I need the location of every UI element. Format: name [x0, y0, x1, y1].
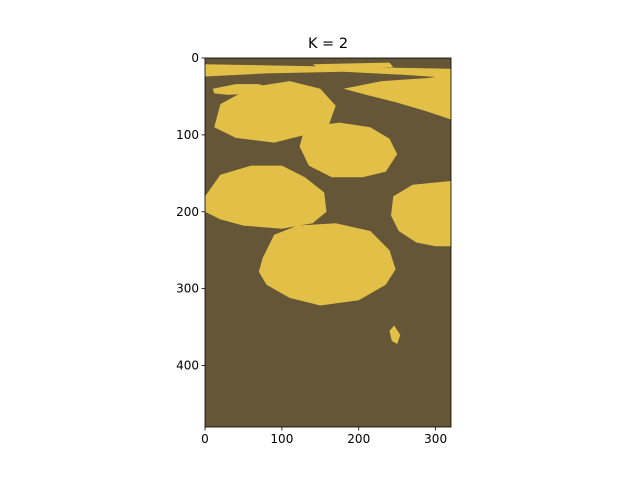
chart-title: K = 2: [308, 36, 348, 52]
cluster-region-3: [343, 74, 451, 120]
cluster-region-0: [205, 64, 451, 78]
x-tick-label: 300: [424, 432, 447, 446]
x-tick-label: 100: [270, 432, 293, 446]
x-tick-label: 0: [201, 432, 209, 446]
cluster-region-6: [205, 165, 327, 229]
cluster-region-8: [258, 223, 396, 306]
cluster-region-7: [391, 181, 451, 247]
cluster-region-5: [299, 122, 398, 178]
y-tick-label: 400: [176, 359, 199, 373]
cluster-region-1: [312, 62, 394, 69]
y-tick-label: 200: [176, 205, 199, 219]
y-tick-label: 100: [176, 128, 199, 142]
y-tick-label: 0: [191, 51, 199, 65]
cluster-image: [205, 58, 451, 427]
x-tick-label: 200: [347, 432, 370, 446]
cluster-region-9: [389, 325, 401, 344]
axes-frame: [204, 57, 452, 428]
plot-axes: 0 100 200 300 0 100 200 300 400: [176, 51, 452, 446]
y-tick-label: 300: [176, 282, 199, 296]
